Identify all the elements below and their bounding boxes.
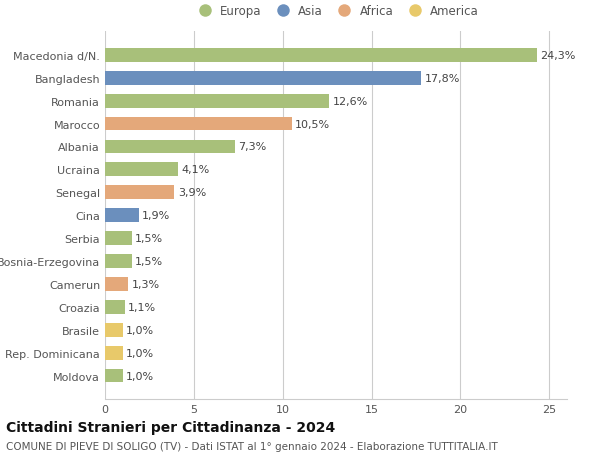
Text: COMUNE DI PIEVE DI SOLIGO (TV) - Dati ISTAT al 1° gennaio 2024 - Elaborazione TU: COMUNE DI PIEVE DI SOLIGO (TV) - Dati IS… [6,441,498,451]
Text: 1,5%: 1,5% [135,257,163,266]
Bar [105,323,123,337]
Text: 10,5%: 10,5% [295,119,330,129]
Text: 7,3%: 7,3% [238,142,266,152]
Bar [105,300,125,314]
Bar [105,49,537,62]
Bar [105,140,235,154]
Text: 1,5%: 1,5% [135,234,163,244]
Text: 1,9%: 1,9% [142,211,170,221]
Text: 1,3%: 1,3% [131,280,160,289]
Text: 24,3%: 24,3% [541,50,576,61]
Bar [105,369,123,383]
Text: 17,8%: 17,8% [425,73,460,84]
Bar [105,118,292,131]
Bar [105,277,128,291]
Text: Cittadini Stranieri per Cittadinanza - 2024: Cittadini Stranieri per Cittadinanza - 2… [6,420,335,434]
Text: 3,9%: 3,9% [178,188,206,198]
Text: 12,6%: 12,6% [332,96,368,106]
Bar [105,346,123,360]
Text: 1,0%: 1,0% [127,325,154,335]
Bar [105,72,421,85]
Text: 4,1%: 4,1% [181,165,209,175]
Bar [105,209,139,223]
Bar [105,232,131,246]
Bar [105,186,175,200]
Text: 1,0%: 1,0% [127,371,154,381]
Legend: Europa, Asia, Africa, America: Europa, Asia, Africa, America [188,0,484,22]
Bar [105,163,178,177]
Bar [105,95,329,108]
Text: 1,0%: 1,0% [127,348,154,358]
Text: 1,1%: 1,1% [128,302,156,312]
Bar [105,255,131,269]
